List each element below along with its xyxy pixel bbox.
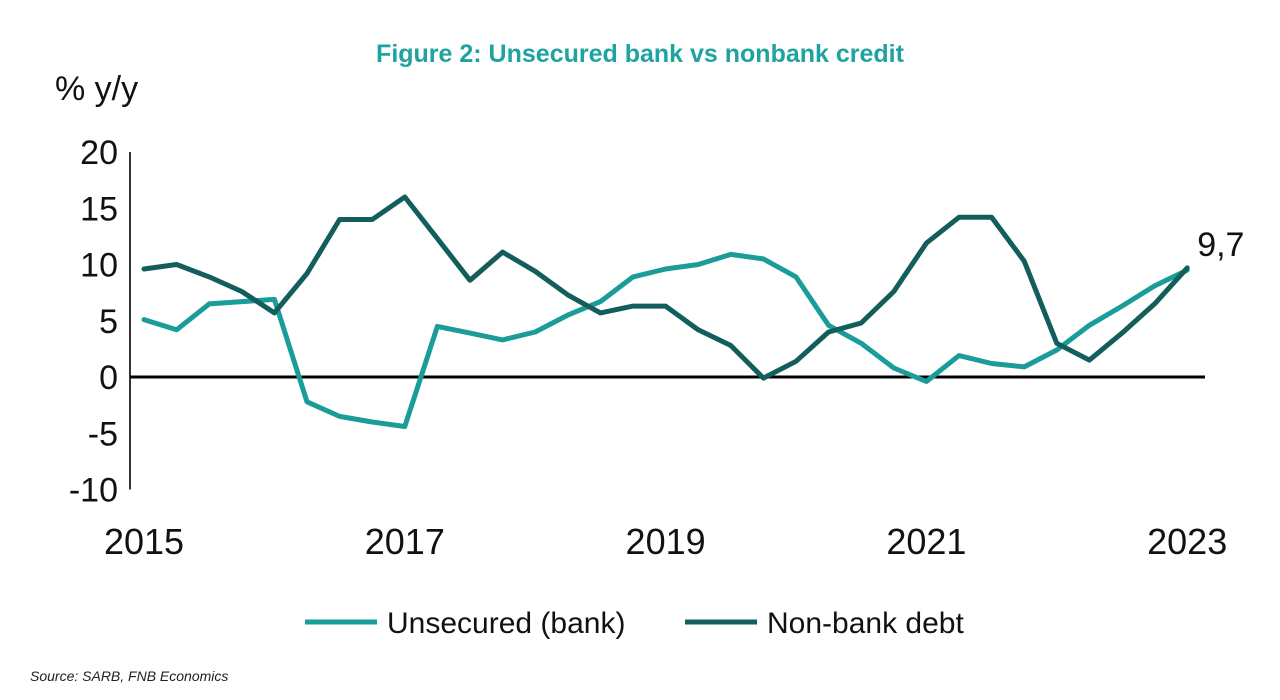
- y-tick-label: 10: [80, 247, 118, 285]
- series-line-unsecured-bank: [141, 251, 1190, 429]
- source-note: Source: SARB, FNB Economics: [30, 668, 229, 684]
- x-tick-label: 2019: [626, 521, 706, 562]
- y-tick-label: 0: [99, 359, 118, 397]
- x-tick-label: 2015: [104, 521, 184, 562]
- y-tick-label: 15: [80, 190, 118, 228]
- end-value-label: 9,7: [1197, 226, 1244, 264]
- series-line-non-bank-debt: [141, 194, 1190, 381]
- x-tick-label: 2023: [1147, 521, 1227, 562]
- y-tick-label: -10: [69, 472, 118, 510]
- legend-label: Non-bank debt: [767, 607, 964, 640]
- y-tick-label: -5: [88, 415, 118, 453]
- x-tick-label: 2021: [886, 521, 966, 562]
- y-axis-label: % y/y: [55, 70, 139, 108]
- y-tick-label: 5: [99, 303, 118, 341]
- y-tick-label: 20: [80, 134, 118, 172]
- legend-label: Unsecured (bank): [387, 607, 625, 640]
- x-tick-label: 2017: [365, 521, 445, 562]
- chart-title: Figure 2: Unsecured bank vs nonbank cred…: [376, 40, 904, 68]
